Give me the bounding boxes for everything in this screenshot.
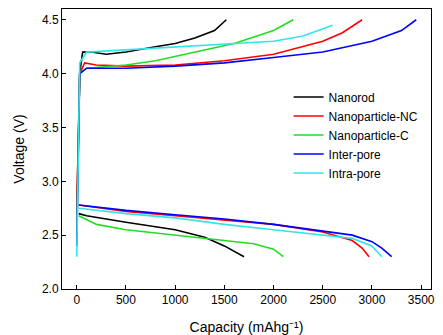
svg-text:Nanoparticle-NC: Nanoparticle-NC	[329, 110, 418, 124]
svg-text:3.5: 3.5	[42, 121, 59, 135]
svg-text:0: 0	[73, 293, 80, 307]
svg-text:2.5: 2.5	[42, 228, 59, 242]
svg-text:2500: 2500	[309, 293, 336, 307]
svg-text:2.0: 2.0	[42, 282, 59, 296]
svg-text:4.5: 4.5	[42, 13, 59, 27]
svg-text:1500: 1500	[211, 293, 238, 307]
svg-text:Inter-pore: Inter-pore	[329, 148, 381, 162]
svg-text:500: 500	[116, 293, 136, 307]
svg-text:3.0: 3.0	[42, 175, 59, 189]
svg-text:3500: 3500	[408, 293, 435, 307]
svg-text:Intra-pore: Intra-pore	[329, 167, 381, 181]
svg-text:2000: 2000	[260, 293, 287, 307]
svg-text:Nanoparticle-C: Nanoparticle-C	[329, 129, 409, 143]
svg-text:Voltage (V): Voltage (V)	[11, 114, 27, 183]
svg-text:Nanorod: Nanorod	[329, 91, 375, 105]
svg-text:3000: 3000	[359, 293, 386, 307]
svg-text:4.0: 4.0	[42, 67, 59, 81]
svg-text:1000: 1000	[162, 293, 189, 307]
svg-text:Capacity (mAhg⁻¹): Capacity (mAhg⁻¹)	[190, 319, 304, 335]
